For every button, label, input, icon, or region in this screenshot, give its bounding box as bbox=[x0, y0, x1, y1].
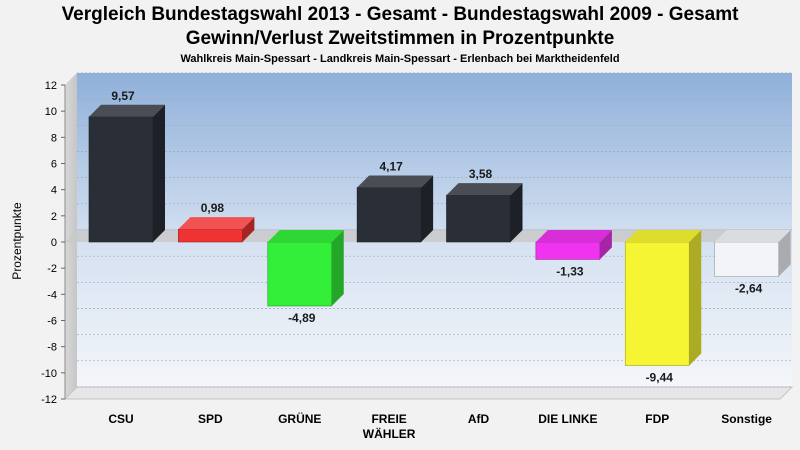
chart-title-line-1: Vergleich Bundestagswahl 2013 - Gesamt -… bbox=[61, 4, 739, 25]
bar-top bbox=[357, 175, 434, 188]
bar-side bbox=[153, 104, 165, 242]
chart-title: Vergleich Bundestagswahl 2013 - Gesamt -… bbox=[0, 3, 800, 51]
y-tick-label: -12 bbox=[41, 394, 57, 406]
bar-top bbox=[267, 230, 344, 242]
bar-front bbox=[714, 241, 779, 277]
x-tick-label: Sonstige bbox=[721, 412, 772, 426]
y-tick-label: -8 bbox=[47, 342, 57, 354]
bar-top bbox=[625, 230, 702, 242]
y-tick-label: 0 bbox=[51, 237, 57, 249]
bar-sonstige bbox=[714, 230, 791, 277]
bar-top bbox=[714, 230, 791, 242]
y-tick-label: 2 bbox=[51, 211, 57, 223]
value-label: -2,64 bbox=[735, 282, 763, 296]
value-label: 0,98 bbox=[201, 201, 225, 215]
bar-side bbox=[331, 230, 344, 306]
y-tick-label: 12 bbox=[45, 80, 57, 92]
bar-front bbox=[446, 194, 511, 243]
bar-die-linke bbox=[535, 230, 612, 260]
value-label: -4,89 bbox=[288, 311, 316, 325]
y-tick-label: 10 bbox=[45, 106, 57, 118]
x-tick-label: GRÜNE bbox=[278, 411, 321, 426]
bar-top bbox=[446, 183, 523, 196]
y-tick-label: 4 bbox=[51, 185, 57, 197]
x-tick-label: FREIE bbox=[371, 412, 406, 426]
bar-grüne bbox=[267, 230, 344, 307]
bar-side bbox=[510, 183, 523, 242]
x-tick-label: FDP bbox=[645, 412, 669, 426]
bar-front bbox=[356, 187, 422, 243]
bar-front bbox=[624, 241, 690, 366]
bar-top bbox=[89, 104, 165, 117]
value-label: 3,58 bbox=[469, 167, 493, 181]
bar-csu bbox=[88, 104, 165, 243]
x-tick-label: WÄHLER bbox=[363, 426, 416, 441]
x-tick-label: SPD bbox=[198, 412, 223, 426]
y-tick-label: -6 bbox=[47, 316, 57, 328]
bar-freie-wähler bbox=[356, 175, 434, 243]
bar-fdp bbox=[624, 230, 702, 366]
chart-title-line-2: Gewinn/Verlust Zweitstimmen in Prozentpu… bbox=[185, 28, 615, 49]
y-tick-label: -2 bbox=[47, 263, 57, 275]
y-tick-label: -10 bbox=[41, 368, 57, 380]
bar-spd bbox=[178, 217, 255, 243]
x-tick-label: AfD bbox=[468, 412, 490, 426]
bars bbox=[88, 104, 791, 366]
y-tick-label: 8 bbox=[51, 132, 57, 144]
x-tick-label: CSU bbox=[108, 412, 133, 426]
value-label: 4,17 bbox=[379, 159, 403, 173]
bar-side bbox=[778, 230, 791, 277]
bar-side bbox=[421, 175, 434, 242]
value-label: -1,33 bbox=[556, 264, 584, 278]
bar-afd bbox=[446, 183, 523, 243]
bar-front bbox=[267, 241, 333, 307]
y-tick-label: 6 bbox=[51, 159, 57, 171]
y-axis-label: Prozentpunkte bbox=[10, 202, 24, 280]
bar-top bbox=[178, 217, 255, 230]
bar-top bbox=[535, 230, 612, 242]
x-tick-label: DIE LINKE bbox=[538, 412, 597, 426]
value-label: -9,44 bbox=[646, 371, 674, 385]
y-tick-label: -4 bbox=[47, 289, 57, 301]
y-axis: 12 10 8 6 4 2 0 -2 -4 -6 -8 -10 -12 bbox=[41, 80, 66, 406]
bar-front bbox=[178, 228, 243, 243]
bar-side bbox=[242, 217, 255, 242]
chart-subtitle: Wahlkreis Main-Spessart - Landkreis Main… bbox=[180, 53, 620, 65]
value-label: 9,57 bbox=[111, 89, 135, 103]
plot-floor bbox=[63, 386, 794, 400]
value-labels: 9,57 0,98 -4,89 4,17 3,58 -1,33 -9,44 -2,64 bbox=[111, 89, 762, 385]
bar-front bbox=[535, 241, 601, 260]
bar-front bbox=[88, 116, 154, 243]
bar-side bbox=[599, 230, 612, 260]
bar-side bbox=[689, 230, 702, 366]
